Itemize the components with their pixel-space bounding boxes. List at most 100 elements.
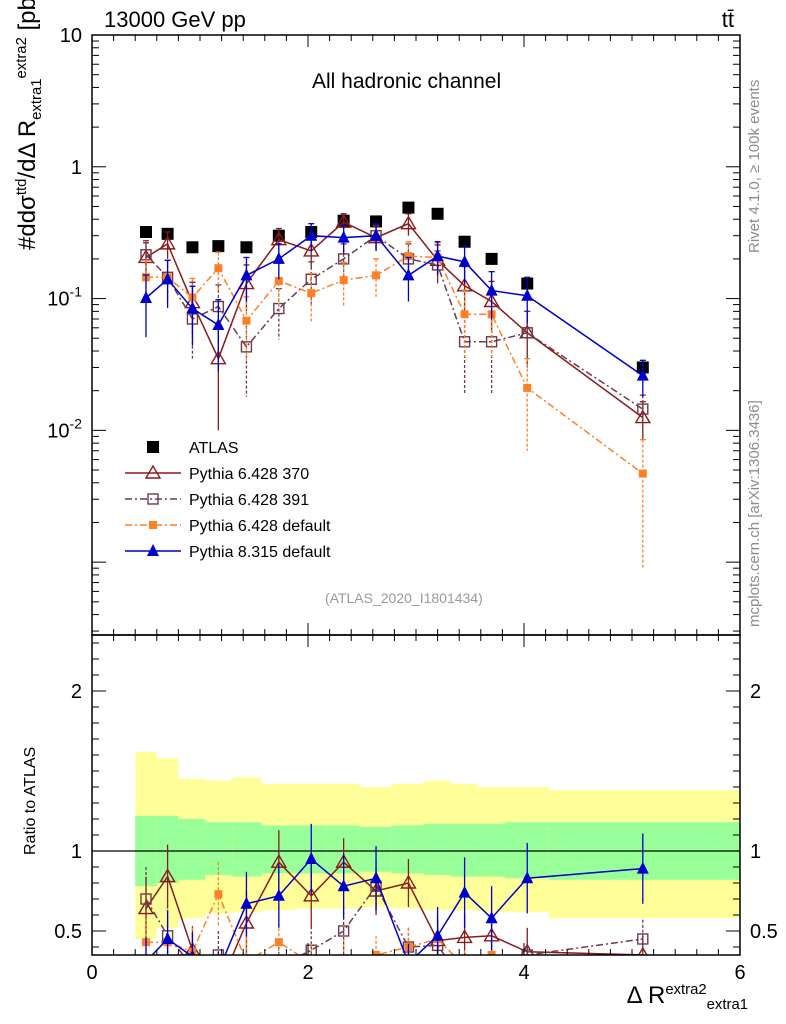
data-point (431, 207, 444, 220)
ratio-point (487, 951, 496, 955)
data-point (240, 268, 253, 281)
ratio-point (274, 961, 284, 971)
legend-entry-atlas: ATLAS (147, 440, 239, 457)
ratio-point (400, 874, 417, 889)
data-point (400, 215, 417, 230)
main-plot-area (137, 201, 652, 569)
data-point (402, 268, 415, 281)
ratio-point (458, 885, 471, 898)
data-point (140, 226, 152, 239)
ratio-point (337, 879, 350, 892)
ratio-point (211, 982, 225, 994)
legend-entry-pythia-6-428-391: Pythia 6.428 391 (125, 492, 309, 509)
ratio-point (636, 861, 649, 874)
process-label: tt̄ (721, 7, 734, 32)
ratio-point (461, 962, 469, 970)
legend-marker (147, 544, 159, 556)
data-point (485, 283, 498, 296)
data-point (404, 252, 413, 261)
ratio-point (187, 961, 197, 971)
ratio-point (145, 954, 147, 955)
data-point (212, 240, 225, 253)
x-tick-label: 6 (734, 962, 745, 984)
ratio-point (370, 871, 383, 884)
ratio-point (189, 949, 196, 955)
channel-title: All hadronic channel (312, 70, 502, 93)
data-point (274, 276, 283, 285)
series-atlas (140, 201, 649, 374)
data-point (240, 341, 253, 353)
ratio-point (431, 928, 444, 941)
ratio-point (212, 949, 225, 955)
ratio-point (272, 888, 285, 901)
ratio-point (159, 868, 176, 883)
data-point (431, 249, 444, 262)
legend-marker (147, 493, 159, 505)
legend-entry-pythia-6-428-default: Pythia 6.428 default (125, 518, 331, 535)
ratio-point (240, 896, 253, 909)
ratio-point (521, 871, 534, 884)
data-point (305, 228, 318, 241)
ratio-y-tick-label: 1 (71, 841, 82, 863)
data-point (523, 383, 532, 392)
y-tick-label: 10-1 (47, 284, 82, 311)
x-axis-label: Δ Rextra2extra1 (626, 982, 748, 1013)
ratio-point (337, 925, 350, 937)
band-inner-segment (391, 825, 424, 874)
energy-label: 13000 GeV pp (104, 7, 246, 32)
ratio-point (485, 911, 498, 924)
ratio-point (214, 890, 223, 899)
legend-label: Pythia 6.428 default (189, 518, 331, 535)
data-point (372, 271, 381, 280)
data-point (212, 318, 225, 331)
legend-label: Pythia 8.315 default (189, 544, 331, 561)
ratio-line (145, 884, 643, 955)
legend-entry-pythia-8-315-default: Pythia 8.315 default (125, 544, 331, 561)
ratio-point (305, 852, 318, 864)
data-point (186, 241, 199, 254)
y-axis-label-ratio: Ratio to ATLAS (22, 746, 39, 855)
data-point (521, 288, 534, 301)
ratio-point (242, 957, 250, 965)
legend: ATLAS Pythia 6.428 370 Pythia 6.428 391 Pyt… (125, 440, 331, 561)
ratio-point (487, 969, 497, 979)
ratio-point (521, 949, 533, 955)
x-tick-label: 0 (86, 962, 97, 984)
ratio-point (241, 979, 251, 989)
data-point (402, 201, 415, 214)
x-tick-label: 2 (302, 962, 313, 984)
band-inner-segment (178, 819, 206, 880)
ratio-y-tick-label-right: 0.5 (750, 921, 778, 943)
data-point (303, 242, 320, 257)
ratio-series-pythia-8-315-default (145, 823, 649, 976)
ratio-y-tick-label-right: 2 (750, 681, 761, 703)
ratio-y-tick-label: 0.5 (54, 921, 82, 943)
data-point (521, 327, 533, 339)
y-tick-label: 10 (60, 25, 82, 47)
data-point (485, 252, 498, 265)
legend-entry-pythia-6-428-370: Pythia 6.428 370 (125, 464, 309, 483)
ratio-point (460, 979, 470, 989)
data-point (240, 241, 253, 254)
ratio-point (212, 964, 224, 976)
ratio-point (161, 932, 174, 944)
data-point (458, 254, 471, 267)
legend-label: Pythia 6.428 391 (189, 492, 309, 509)
ratio-y-tick-label: 2 (71, 681, 82, 703)
y-tick-label: 1 (71, 157, 82, 179)
data-point (370, 228, 383, 241)
band-inner-segment (205, 822, 233, 875)
data-point (307, 289, 316, 298)
data-point (636, 368, 649, 381)
ratio-plot-area (92, 823, 740, 994)
legend-label: Pythia 6.428 370 (189, 466, 309, 483)
data-point (159, 235, 176, 250)
legend-marker (149, 521, 157, 529)
series-pythia-8-315-default (140, 223, 649, 397)
legend-marker (147, 441, 159, 453)
ratio-point (637, 933, 649, 945)
data-point (337, 230, 350, 243)
axis-ticks: 0 2 4 6 10 1 10-1 10-2 0.5 0.5 1 1 2 2 (47, 25, 778, 984)
legend-label: ATLAS (189, 440, 239, 457)
